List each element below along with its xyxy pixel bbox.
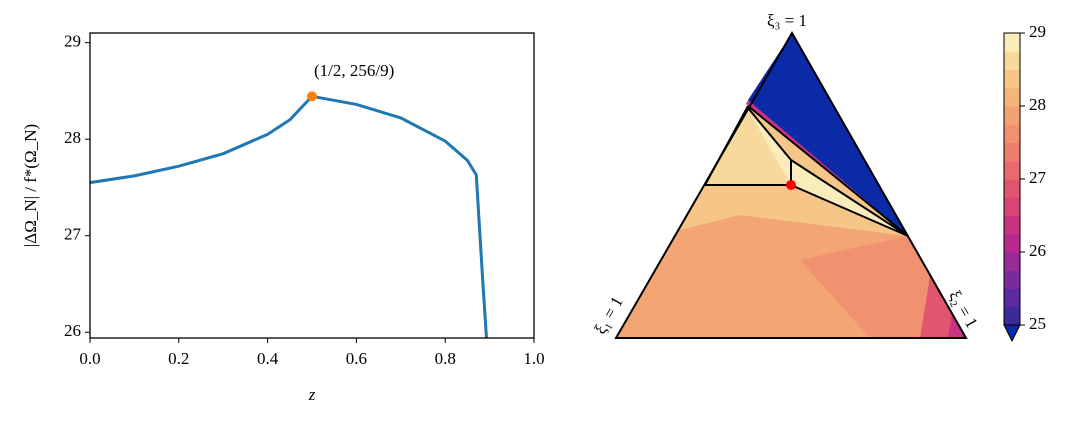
colorbar-tick-label: 25 [1029, 314, 1046, 333]
line [89, 94, 488, 339]
x-tick-label: 0.2 [168, 349, 189, 368]
y-axis-label: |ΔΩ_N| / f*(Ω_N) [21, 124, 40, 247]
ternary-fill [614, 30, 968, 339]
colorbar-band [1004, 160, 1020, 180]
annotation: (1/2, 256/9) [314, 61, 394, 80]
colorbar-tick-label: 26 [1029, 241, 1046, 260]
y-tick-label: 28 [64, 128, 81, 147]
colorbar-band [1004, 124, 1020, 143]
colorbar-band [1004, 288, 1020, 308]
y-tick-label: 27 [64, 225, 82, 244]
y-tick-label: 26 [64, 321, 81, 340]
colorbar-band [1004, 233, 1020, 253]
colorbar-band [1004, 33, 1020, 52]
annotation-point [307, 91, 317, 102]
colorbar-band [1004, 252, 1020, 271]
colorbar-band [1004, 215, 1020, 235]
colorbar-extend [1003, 324, 1021, 343]
colorbar-band [1004, 87, 1020, 107]
colorbar-band [1004, 179, 1020, 198]
colorbar-band [1004, 142, 1020, 162]
colorbar-band [1004, 106, 1020, 125]
axes-frame [89, 32, 535, 339]
colorbar-band [1004, 69, 1020, 89]
x-tick-label: 0.4 [257, 349, 279, 368]
x-tick-label: 0.6 [346, 349, 367, 368]
colorbar-band [1004, 51, 1020, 70]
x-tick-label: 0.8 [435, 349, 456, 368]
colorbar-tick-label: 28 [1029, 95, 1046, 114]
colorbar-tick-label: 29 [1029, 22, 1046, 41]
region [748, 33, 908, 236]
vertex-label: ξ₃ = 1 [767, 11, 807, 30]
x-axis-label: z [308, 385, 316, 404]
optimum-point [786, 180, 796, 190]
colorbar-band [1004, 197, 1020, 216]
triangle-outline [614, 30, 968, 339]
colorbar-band [1004, 306, 1020, 326]
y-tick-label: 29 [64, 32, 81, 51]
x-tick-label: 1.0 [523, 349, 544, 368]
x-tick-label: 0.0 [79, 349, 100, 368]
boundary-lines [704, 105, 909, 237]
colorbar-band [1004, 270, 1020, 289]
colorbar-tick-label: 27 [1029, 168, 1047, 187]
